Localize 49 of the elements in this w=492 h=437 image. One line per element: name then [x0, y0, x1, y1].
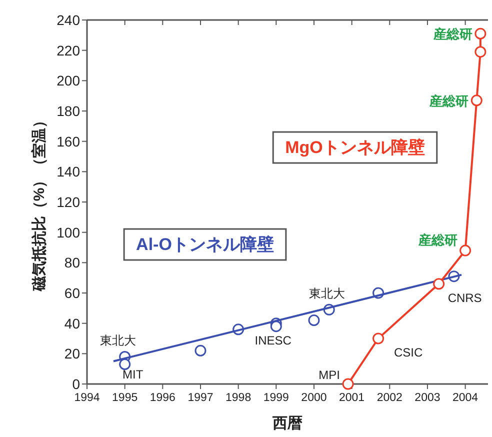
y-tick-label: 200 [56, 72, 80, 89]
y-tick-label: 180 [56, 103, 80, 119]
annotation: 産総研 [417, 232, 458, 248]
x-tick-label: 2004 [452, 392, 479, 404]
x-tick-label: 1994 [74, 392, 100, 404]
point [470, 94, 482, 106]
y-tick-label: 140 [56, 164, 80, 180]
y-tick-label: 220 [56, 42, 80, 58]
point [474, 28, 486, 40]
x-tick-label: 1999 [263, 392, 289, 404]
point [194, 344, 206, 356]
y-tick-label: 20 [64, 346, 80, 362]
x-tick-label: 1997 [188, 392, 214, 404]
y-tick-label: 160 [56, 133, 80, 150]
y-tick-label: 100 [56, 224, 80, 240]
point [460, 244, 472, 256]
x-tick-label: 2002 [376, 392, 402, 404]
x-tick-label: 1998 [226, 392, 252, 404]
point [372, 332, 384, 344]
point [474, 46, 486, 58]
annotation: 東北大 [309, 286, 346, 301]
point [119, 358, 131, 370]
annotation: CSIC [394, 346, 423, 360]
text: MgOトンネル障壁 [285, 138, 425, 157]
y-tick-label: 40 [64, 315, 80, 332]
annotation: INESC [254, 333, 292, 348]
y-axis-title: 磁気抵抗比（%）（室温） [30, 112, 48, 292]
x-tick-label: 2003 [414, 392, 440, 404]
point [433, 278, 445, 290]
y-tick-label: 120 [56, 194, 80, 210]
y-tick-label: 240 [56, 12, 80, 28]
point [270, 320, 282, 332]
annotation: 東北大 [100, 334, 136, 348]
point [308, 314, 320, 326]
x-axis-title: 西暦 [272, 415, 302, 432]
point [342, 378, 354, 390]
x-tick-label: 2000 [301, 392, 327, 404]
y-tick-label: 60 [64, 285, 80, 301]
y-tick-label: 80 [64, 254, 80, 271]
annotation: 産総研 [428, 93, 469, 108]
annotation: CNRS [448, 290, 482, 305]
x-tick-label: 2001 [339, 392, 365, 404]
x-tick-label: 1996 [150, 392, 176, 404]
y-tick-label: 0 [72, 376, 80, 392]
annotation: MPI [318, 368, 340, 382]
annotation: MIT [122, 367, 144, 382]
annotation: 産総研 [432, 26, 472, 42]
x-tick-label: 1995 [112, 392, 138, 404]
text: Al-Oトンネル障壁 [136, 235, 274, 254]
